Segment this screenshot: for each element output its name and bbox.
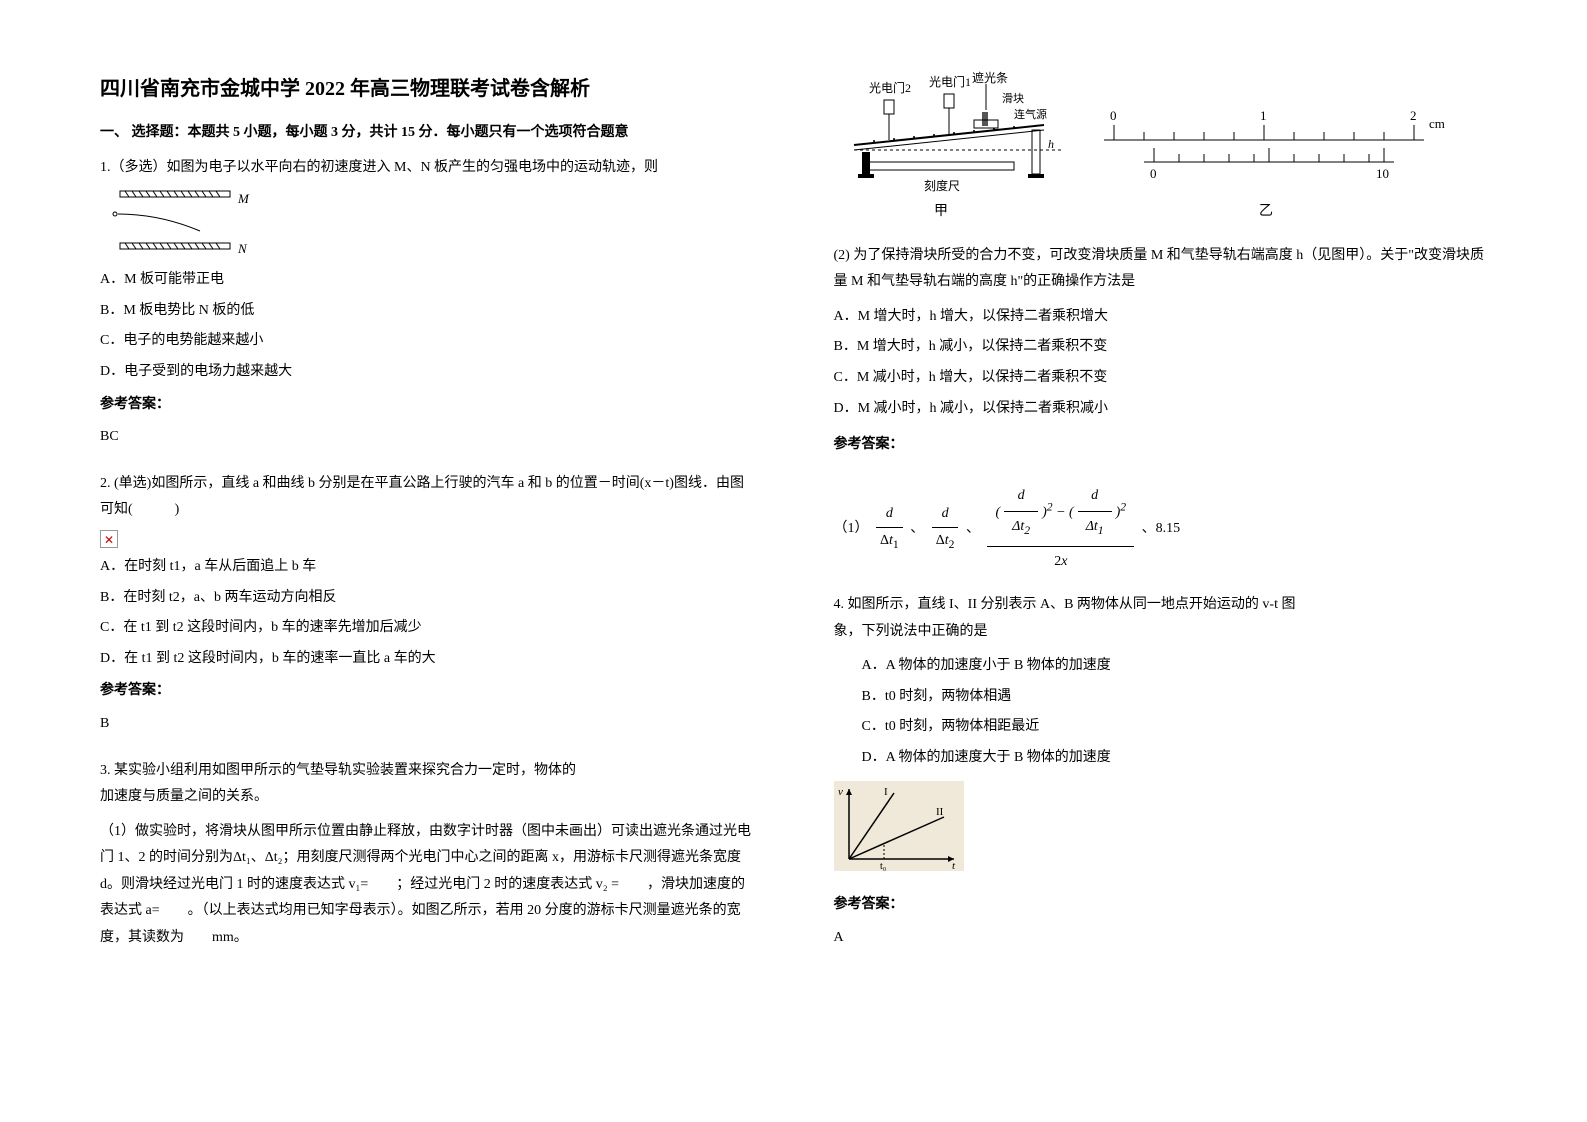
q1-optD: D．电子受到的电场力越来越大 (100, 359, 754, 386)
q1-text: 1.（多选）如图为电子以水平向右的初速度进入 M、N 板产生的匀强电场中的运动轨… (100, 155, 754, 182)
q3-part2: (2) 为了保持滑块所受的合力不变，可改变滑块质量 M 和气垫导轨右端高度 h（… (834, 243, 1488, 296)
q2-optC: C．在 t1 到 t2 这段时间内，b 车的速率先增加后减少 (100, 615, 754, 642)
right-column: h 光电门2 光电门1 遮光条 滑块 连气源 刻度尺 甲 (834, 70, 1488, 1052)
q3-optD: D．M 减小时，h 减小，以保持二者乘积减小 (834, 396, 1488, 423)
svg-text:v: v (838, 786, 843, 798)
question-3: 3. 某实验小组利用如图甲所示的气垫导轨实验装置来探究合力一定时，物体的 加速度… (100, 758, 754, 952)
q1-answer: BC (100, 424, 754, 451)
q3-formula: （1） d Δt1 、 d Δt2 、 (dΔt2)2 − (dΔt1)2 2x… (834, 479, 1488, 578)
svg-text:N: N (237, 241, 248, 256)
svg-text:h: h (1048, 137, 1054, 151)
question-4: 4. 如图所示，直线 I、II 分别表示 A、B 两物体从同一地点开始运动的 v… (834, 592, 1488, 961)
q4-optC: C．t0 时刻，两物体相距最近 (862, 714, 1488, 741)
q4-optA: A．A 物体的加速度小于 B 物体的加速度 (862, 653, 1488, 680)
svg-text:t₀: t₀ (880, 861, 887, 871)
q4-optB: B．t0 时刻，两物体相遇 (862, 684, 1488, 711)
formula-prefix: （1） (834, 521, 869, 536)
svg-text:cm: cm (1429, 116, 1445, 131)
q2-optA: A．在时刻 t1，a 车从后面追上 b 车 (100, 554, 754, 581)
q2-text: 2. (单选)如图所示，直线 a 和曲线 b 分别是在平直公路上行驶的汽车 a … (100, 471, 754, 524)
vt-graph: v t I II t₀ (834, 781, 1488, 882)
frac-2: d Δt2 (932, 501, 959, 557)
frac-3: (dΔt2)2 − (dΔt1)2 2x (987, 479, 1134, 578)
svg-text:2: 2 (1410, 108, 1417, 123)
q2-optB: B．在时刻 t2，a、b 两车运动方向相反 (100, 585, 754, 612)
mn-plate-diagram: M N (110, 189, 270, 259)
q3-answer-label: 参考答案： (834, 432, 1488, 459)
q4-optD: D．A 物体的加速度大于 B 物体的加速度 (862, 745, 1488, 772)
q4-answer-label: 参考答案： (834, 892, 1488, 919)
q3-optA: A．M 增大时，h 增大，以保持二者乘积增大 (834, 304, 1488, 331)
svg-text:1: 1 (1260, 108, 1267, 123)
svg-text:I: I (884, 786, 888, 798)
svg-text:光电门1: 光电门1 (929, 74, 971, 89)
svg-text:0: 0 (1150, 166, 1157, 181)
q4-text2: 象，下列说法中正确的是 (834, 619, 1488, 646)
q3-part1: （1）做实验时，将滑块从图甲所示位置由静止释放，由数字计时器（图中未画出）可读出… (100, 819, 754, 952)
section-1-header: 一、 选择题：本题共 5 小题，每小题 3 分，共计 15 分．每小题只有一个选… (100, 120, 754, 147)
q1-optC: C．电子的电势能越来越小 (100, 328, 754, 355)
svg-text:遮光条: 遮光条 (972, 70, 1008, 85)
svg-text:乙: 乙 (1259, 203, 1273, 219)
figure-q1: M N (100, 189, 754, 259)
q3-optC: C．M 减小时，h 增大，以保持二者乘积不变 (834, 365, 1488, 392)
svg-text:0: 0 (1110, 108, 1117, 123)
q3-intro: 3. 某实验小组利用如图甲所示的气垫导轨实验装置来探究合力一定时，物体的 (100, 758, 754, 785)
q2-optD: D．在 t1 到 t2 这段时间内，b 车的速率一直比 a 车的大 (100, 646, 754, 673)
air-track-diagram: h 光电门2 光电门1 遮光条 滑块 连气源 刻度尺 甲 (834, 70, 1454, 220)
question-2: 2. (单选)如图所示，直线 a 和曲线 b 分别是在平直公路上行驶的汽车 a … (100, 471, 754, 748)
question-1: 1.（多选）如图为电子以水平向右的初速度进入 M、N 板产生的匀强电场中的运动轨… (100, 155, 754, 461)
svg-text:滑块: 滑块 (1002, 92, 1024, 105)
svg-text:刻度尺: 刻度尺 (924, 178, 960, 193)
svg-text:M: M (237, 191, 250, 206)
svg-text:甲: 甲 (934, 204, 948, 219)
svg-text:10: 10 (1376, 166, 1389, 181)
svg-text:光电门2: 光电门2 (869, 80, 911, 95)
q2-answer: B (100, 711, 754, 738)
q4-answer: A (834, 925, 1488, 952)
formula-sep2: 、 (966, 521, 980, 536)
formula-sep1: 、 (910, 521, 924, 536)
svg-text:连气源: 连气源 (1014, 107, 1047, 121)
left-column: 四川省南充市金城中学 2022 年高三物理联考试卷含解析 一、 选择题：本题共 … (100, 70, 754, 1052)
broken-image-icon (100, 530, 118, 548)
exam-title: 四川省南充市金城中学 2022 年高三物理联考试卷含解析 (100, 70, 754, 108)
q3-optB: B．M 增大时，h 减小，以保持二者乘积不变 (834, 334, 1488, 361)
q4-text: 4. 如图所示，直线 I、II 分别表示 A、B 两物体从同一地点开始运动的 v… (834, 592, 1488, 619)
q2-answer-label: 参考答案： (100, 678, 754, 705)
q1-optB: B．M 板电势比 N 板的低 (100, 298, 754, 325)
vt-graph-svg: v t I II t₀ (834, 781, 964, 871)
q1-answer-label: 参考答案： (100, 392, 754, 419)
q1-optA: A．M 板可能带正电 (100, 267, 754, 294)
formula-end: 、8.15 (1142, 521, 1181, 536)
frac-1: d Δt1 (876, 501, 903, 557)
svg-text:II: II (936, 806, 944, 818)
apparatus-figure: h 光电门2 光电门1 遮光条 滑块 连气源 刻度尺 甲 (834, 70, 1488, 231)
q3-intro2: 加速度与质量之间的关系。 (100, 784, 754, 811)
